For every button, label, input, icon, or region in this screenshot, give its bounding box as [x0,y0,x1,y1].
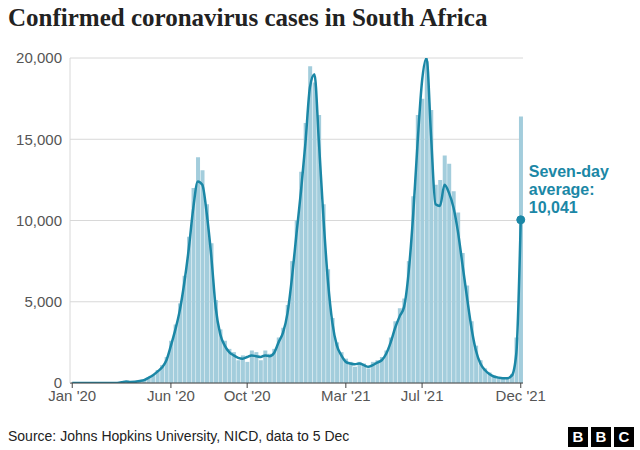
html-text:C: C [618,428,630,445]
svg-text:Mar '21: Mar '21 [321,387,371,404]
svg-text:5,000: 5,000 [24,293,62,310]
svg-text:Dec '21: Dec '21 [496,387,546,404]
html-text:Confirmed coronavirus cases in: Confirmed coronavirus cases in South Afr… [8,4,488,31]
svg-text:Jun '20: Jun '20 [147,387,195,404]
svg-text:Jul '21: Jul '21 [401,387,444,404]
html-text:B: B [595,428,607,445]
svg-text:10,000: 10,000 [16,212,62,229]
svg-text:15,000: 15,000 [16,131,62,148]
svg-text:Seven-dayaverage:10,041: Seven-dayaverage:10,041 [529,163,609,216]
html-text:B: B [572,428,584,445]
svg-text:Oct '20: Oct '20 [224,387,271,404]
html-text:Source: Johns Hopkins Universi: Source: Johns Hopkins University, NICD, … [8,428,350,444]
svg-text:20,000: 20,000 [16,49,62,66]
svg-text:0: 0 [54,374,62,391]
svg-text:Jan '20: Jan '20 [48,386,97,404]
